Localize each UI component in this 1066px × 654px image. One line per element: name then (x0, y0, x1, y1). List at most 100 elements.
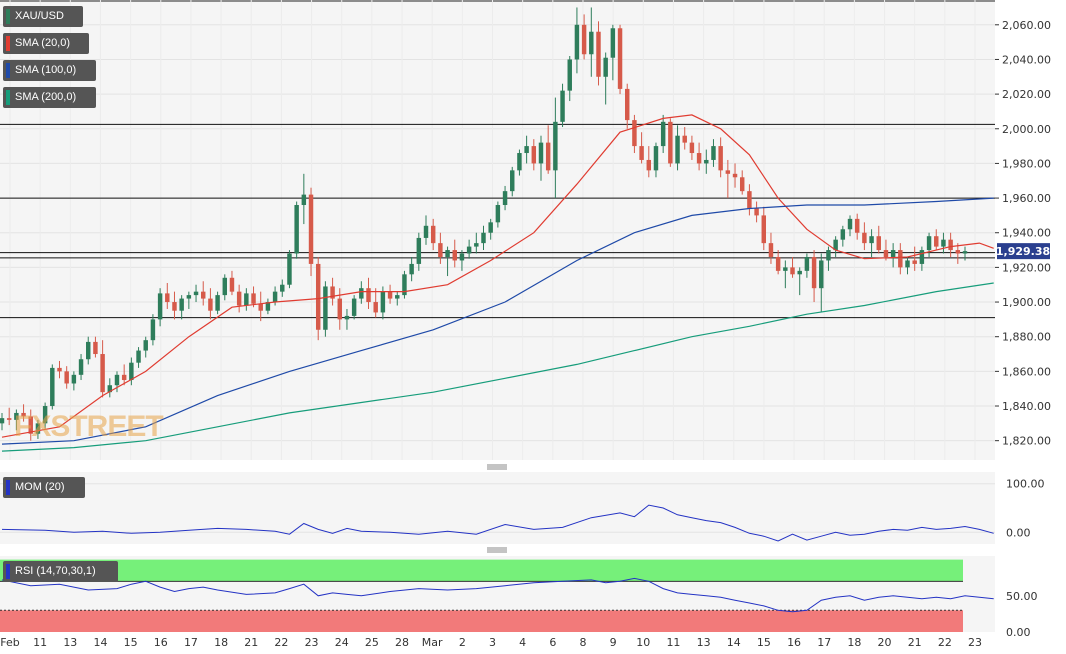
legend-sma100-swatch (6, 63, 10, 78)
candle-body (121, 374, 127, 381)
legend-sma100[interactable]: SMA (100,0) (3, 60, 96, 81)
price-axis-label: 1,900.00 (1002, 296, 1051, 309)
candle-up (962, 246, 968, 261)
candle-body (466, 246, 472, 254)
candle-body (100, 354, 105, 393)
x-axis-label: Mar (422, 636, 443, 649)
candle-down (639, 132, 644, 164)
momentum-axis-label: 0.00 (1006, 526, 1031, 539)
candle-up (157, 288, 163, 327)
price-axis-label: 1,960.00 (1002, 192, 1051, 205)
candle-body (337, 298, 342, 320)
candle-body (330, 286, 335, 299)
candle-body (898, 250, 903, 268)
candle-body (761, 215, 767, 244)
candle-up (510, 166, 515, 197)
last-price-tag-label: 1,929.38 (996, 245, 1050, 258)
candle-down (689, 135, 695, 160)
watermark-logo: FXSTREET (14, 410, 164, 443)
x-axis-label: 15 (757, 636, 771, 649)
candle-body (287, 253, 292, 285)
candle-body (926, 236, 932, 251)
candle-body (962, 251, 968, 254)
candle-body (236, 291, 242, 306)
candle-down (545, 125, 551, 174)
candle-up (603, 52, 608, 105)
candle-up (869, 229, 874, 257)
candle-down (790, 256, 795, 278)
candle-down (430, 218, 436, 251)
candle-down (854, 213, 860, 240)
x-axis-label: 22 (938, 636, 952, 649)
candle-up (136, 347, 141, 368)
candle-body (409, 263, 414, 275)
candle-body (912, 260, 917, 264)
candle-up (660, 114, 666, 154)
candle-down (732, 163, 738, 188)
x-axis-label: 18 (214, 636, 228, 649)
candle-body (890, 250, 896, 257)
legend-sma20[interactable]: SMA (20,0) (3, 33, 89, 54)
rsi-zones (0, 559, 963, 632)
candle-up (280, 279, 285, 297)
price-axis-label: 1,980.00 (1002, 157, 1051, 170)
momentum-pane-resize-handle[interactable] (487, 547, 507, 553)
rsi-line (1, 577, 994, 613)
candle-up (653, 142, 659, 178)
legend-rsi[interactable]: RSI (14,70,30,1) (3, 561, 118, 582)
candle-body (251, 293, 256, 304)
candle-down (912, 246, 917, 271)
candle-body (574, 24, 580, 60)
candle-body (538, 142, 544, 164)
candle-down (531, 139, 537, 171)
candle-up (941, 232, 946, 254)
price-axis-label: 2,040.00 (1002, 53, 1051, 66)
indicator-lines (1, 504, 994, 613)
candle-up (186, 291, 192, 309)
candle-body (402, 274, 407, 296)
legend-symbol[interactable]: XAU/USD (3, 6, 83, 27)
moving-averages (1, 114, 994, 452)
momentum-axis-label: 100.00 (1006, 478, 1045, 491)
grid-lines (0, 24, 995, 533)
x-axis-label: 18 (847, 636, 861, 649)
x-axis-label: 25 (365, 636, 379, 649)
candle-down (64, 366, 69, 389)
candle-down (165, 282, 170, 309)
candle-body (193, 291, 199, 296)
candle-up (143, 336, 148, 358)
candle-down (696, 142, 702, 171)
legend-sma200[interactable]: SMA (200,0) (3, 87, 96, 108)
candle-down (775, 250, 781, 275)
candle-up (538, 135, 544, 181)
candle-body (718, 146, 723, 171)
price-pane-resize-handle[interactable] (487, 464, 507, 470)
candle-body (359, 288, 364, 299)
candle-body (725, 170, 731, 174)
candle-up (344, 308, 350, 330)
candle-up (294, 201, 299, 259)
candle-up (466, 239, 472, 259)
candle-down (438, 232, 443, 264)
x-axis-label: 3 (489, 636, 496, 649)
candle-body (280, 284, 285, 292)
candle-up (804, 253, 810, 278)
candle-body (179, 298, 184, 311)
candle-up (488, 218, 493, 240)
candle-body (258, 303, 263, 311)
candle-up (129, 357, 134, 386)
candle-body (668, 121, 673, 164)
price-axis-label: 1,820.00 (1002, 435, 1051, 448)
candle-up (574, 7, 580, 74)
candle-body (754, 208, 759, 216)
last-price-tag-box (997, 243, 1050, 260)
x-axis-label: 22 (274, 636, 288, 649)
candle-body (524, 146, 529, 154)
x-axis-label: 20 (878, 636, 892, 649)
candle-body (696, 153, 702, 164)
candle-body (919, 250, 925, 264)
x-axis-label: 11 (33, 636, 47, 649)
candle-down (366, 277, 371, 309)
legend-momentum[interactable]: MOM (20) (3, 477, 85, 498)
